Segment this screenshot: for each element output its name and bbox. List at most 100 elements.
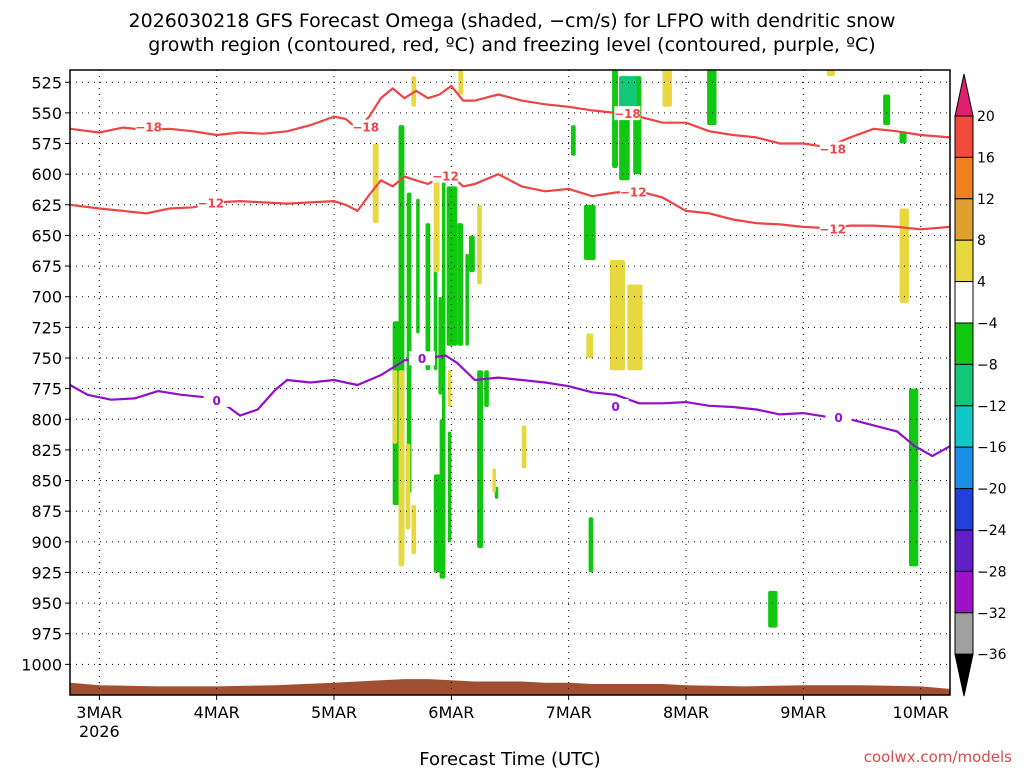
omega-cell	[447, 431, 452, 542]
y-tick-label: 625	[31, 196, 62, 215]
contour-label: 0	[834, 411, 842, 425]
omega-cell	[405, 443, 411, 530]
omega-cell	[899, 208, 909, 303]
colorbar-segment	[954, 156, 974, 200]
colorbar-segment	[954, 198, 974, 241]
contour-label-bg	[614, 106, 641, 121]
y-tick-label: 725	[31, 318, 62, 337]
colorbar: 20 16 12 8 4 −4 −8 −12 −16 −20 −24 −28 −32 −36	[954, 73, 1007, 697]
x-tick-label: 5MAR	[311, 703, 357, 722]
y-tick-label: 800	[31, 410, 62, 429]
omega-cell	[465, 253, 469, 346]
contour-label: −12	[432, 170, 459, 184]
x-tick-label: 6MAR	[428, 703, 474, 722]
colorbar-tick-label: −28	[977, 564, 1007, 580]
omega-cell	[438, 296, 442, 395]
omega-cell	[883, 94, 891, 126]
contour-label: −18	[614, 107, 641, 121]
omega-cell	[768, 590, 778, 628]
x-tick-sublabel: 2026	[79, 722, 120, 741]
omega-cell	[908, 388, 919, 567]
omega-cell	[586, 333, 594, 358]
colorbar-segment	[954, 405, 974, 448]
colorbar-tick-label: 8	[977, 233, 986, 249]
x-tick-label: 3MAR	[76, 703, 122, 722]
y-tick-label: 950	[31, 594, 62, 613]
omega-cell	[406, 192, 412, 493]
colorbar-tick-label: −8	[977, 357, 998, 373]
omega-cell	[416, 198, 420, 334]
contour-layer: −18 −18 −18 −18 −12 −12 −12 −12 0 0 0 0	[69, 84, 951, 458]
y-axis: 525 550 575 600 625 650 675 700 725 750 775 800 825 8…	[21, 73, 70, 674]
y-tick-label: 750	[31, 349, 62, 368]
colorbar-segment	[954, 281, 974, 324]
y-tick-label: 775	[31, 380, 62, 399]
colorbar-segment	[954, 363, 974, 407]
colorbar-segment	[954, 446, 974, 490]
y-tick-label: 575	[31, 135, 62, 154]
colorbar-segment	[954, 529, 974, 572]
y-tick-label: 525	[31, 73, 62, 92]
contour-label: −12	[197, 197, 224, 211]
plot-area	[70, 70, 950, 695]
y-tick-label: 600	[31, 165, 62, 184]
contour-label-bg	[620, 184, 647, 199]
contour-label: −12	[620, 186, 647, 200]
plot-frame	[69, 69, 951, 696]
contour-label-bg	[819, 141, 846, 156]
colorbar-tick-label: −24	[977, 523, 1007, 539]
colorbar-segment	[954, 488, 974, 531]
contour-label-bg	[352, 119, 379, 134]
y-tick-label: 875	[31, 502, 62, 521]
y-tick-label: 675	[31, 257, 62, 276]
omega-cell	[521, 425, 527, 469]
y-tick-label: 825	[31, 441, 62, 460]
chart-title-line-2: growth region (contoured, red, ºC) and f…	[148, 34, 875, 56]
omega-cell	[372, 143, 379, 224]
colorbar-bottom-arrow	[954, 653, 974, 697]
colorbar-segment	[954, 612, 974, 655]
y-tick-label: 900	[31, 533, 62, 552]
contour-label: 0	[212, 394, 220, 408]
omega-cell	[707, 70, 717, 126]
contour-label-bg	[825, 410, 852, 425]
colorbar-tick-label: −16	[977, 440, 1007, 456]
colorbar-tick-label: −12	[977, 399, 1007, 415]
x-tick-label: 4MAR	[194, 703, 240, 722]
y-tick-label: 975	[31, 625, 62, 644]
omega-cell	[571, 125, 576, 156]
x-tick-label: 10MAR	[893, 703, 949, 722]
contour-label: 0	[418, 352, 426, 366]
contour-label: 0	[611, 400, 619, 414]
contour-label: −18	[819, 143, 846, 157]
x-tick-label: 9MAR	[780, 703, 826, 722]
y-tick-label: 925	[31, 563, 62, 582]
credit-text: coolwx.com/models	[864, 748, 1012, 766]
omega-shading	[372, 70, 919, 628]
omega-cell	[411, 505, 417, 555]
colorbar-top-arrow	[954, 73, 974, 117]
colorbar-tick-label: −20	[977, 482, 1007, 498]
contour-label-bg	[409, 351, 435, 366]
omega-cell	[899, 131, 907, 144]
omega-cell	[392, 370, 398, 444]
terrain-layer	[70, 679, 950, 695]
colorbar-tick-label: −36	[977, 647, 1007, 663]
terrain-fill	[70, 679, 950, 695]
omega-cell	[439, 419, 446, 579]
contour-label-bg	[135, 119, 162, 134]
x-tick-label: 8MAR	[663, 703, 709, 722]
colorbar-segment	[954, 239, 974, 283]
omega-cell	[398, 370, 405, 567]
colorbar-tick-label: −32	[977, 606, 1007, 622]
contour-label-bg	[432, 168, 459, 183]
colorbar-tick-label: 4	[977, 275, 986, 291]
y-tick-label: 1000	[21, 655, 62, 674]
contour-label-bg	[203, 392, 230, 407]
omega-cell	[457, 223, 464, 346]
x-axis-label: Forecast Time (UTC)	[419, 749, 600, 768]
omega-cell	[477, 370, 484, 548]
y-tick-label: 550	[31, 104, 62, 123]
